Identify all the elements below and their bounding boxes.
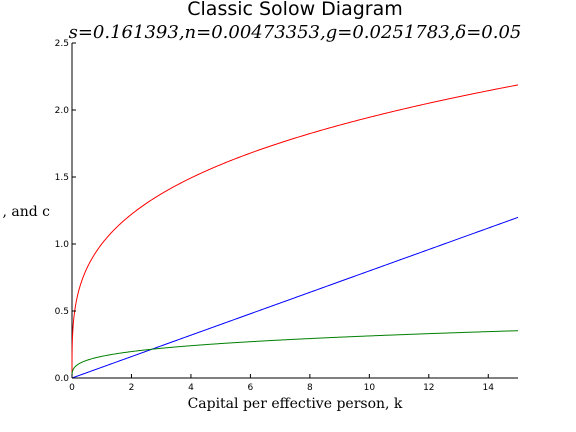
series-line-output bbox=[71, 84, 519, 378]
x-axis-label: Capital per effective person, k bbox=[188, 396, 403, 412]
x-tick-label: 6 bbox=[248, 383, 254, 393]
y-ticks: 0.0 0.5 1.0 1.5 2.0 2.5 bbox=[55, 39, 76, 384]
x-ticks: 0 2 4 6 8 10 12 14 bbox=[69, 374, 494, 393]
y-tick-label: 0.0 bbox=[55, 374, 70, 384]
y-tick-label: 2.5 bbox=[55, 39, 69, 49]
x-tick-label: 8 bbox=[307, 383, 313, 393]
y-tick-label: 2.0 bbox=[55, 106, 70, 116]
x-tick-label: 4 bbox=[188, 383, 194, 393]
y-tick-label: 1.0 bbox=[55, 240, 70, 250]
y-tick-label: 0.5 bbox=[55, 307, 69, 317]
x-tick-label: 14 bbox=[483, 383, 495, 393]
x-tick-label: 2 bbox=[129, 383, 135, 393]
y-axis-label: , and c bbox=[2, 204, 50, 220]
chart-subtitle: s=0.161393,n=0.00473353,g=0.0251783,δ=0.… bbox=[69, 22, 522, 43]
x-tick-label: 10 bbox=[364, 383, 376, 393]
chart-title: Classic Solow Diagram bbox=[187, 0, 403, 20]
series-line-break-even bbox=[71, 216, 519, 379]
series-line-consumption bbox=[71, 330, 519, 378]
series-layer bbox=[71, 84, 519, 379]
plot-area bbox=[71, 43, 518, 379]
x-tick-label: 0 bbox=[69, 383, 75, 393]
x-tick-label: 12 bbox=[423, 383, 434, 393]
y-tick-label: 1.5 bbox=[55, 173, 69, 183]
